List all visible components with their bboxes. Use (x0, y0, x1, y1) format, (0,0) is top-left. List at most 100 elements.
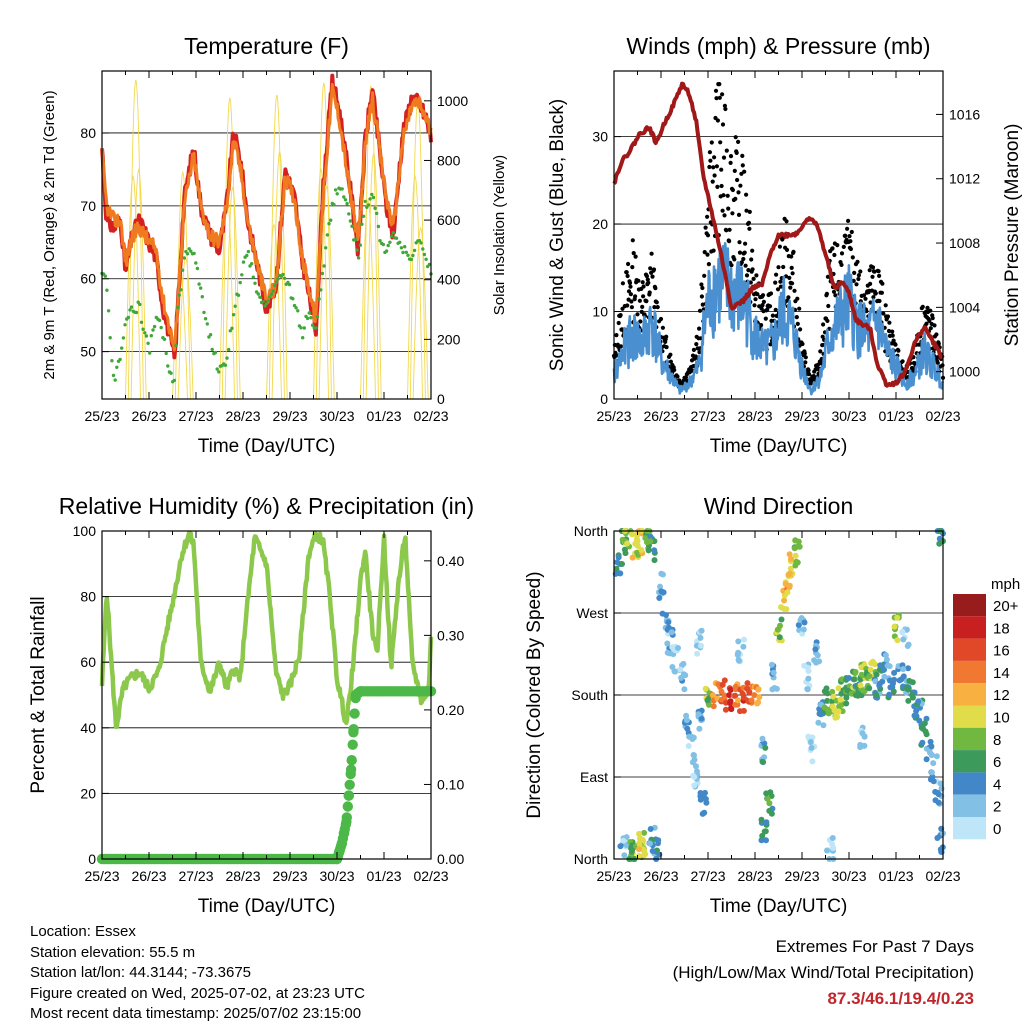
humidity-x-tick-label: 02/23 (413, 868, 448, 884)
dewpoint-point (329, 218, 333, 222)
gust-point (718, 140, 723, 145)
gust-point (730, 187, 736, 193)
temperature-x-tick-label: 02/23 (413, 408, 448, 424)
temperature-9m-line (100, 82, 433, 352)
direction-point (794, 559, 801, 566)
direction-point (651, 547, 658, 554)
direction-point (891, 669, 898, 676)
direction-point (788, 556, 794, 562)
dewpoint-point (314, 326, 318, 330)
gust-point (855, 259, 860, 264)
direction-point (641, 848, 648, 855)
solar-insolation-trace (221, 97, 238, 400)
dewpoint-point (164, 351, 168, 356)
direction-point (758, 816, 765, 823)
wind-direction-title: Wind Direction (704, 493, 854, 519)
direction-point (879, 678, 886, 685)
precipitation-point (347, 739, 358, 750)
gust-point (705, 214, 710, 219)
direction-point (691, 756, 698, 763)
dewpoint-point (199, 286, 203, 290)
gust-point (629, 305, 635, 310)
direction-point (694, 650, 701, 657)
gust-point (790, 281, 795, 286)
gust-point (852, 270, 857, 275)
dewpoint-point (202, 310, 206, 315)
direction-point (698, 642, 704, 649)
direction-point (857, 682, 864, 689)
temperature-y-axis-label: 2m & 9m T (Red, Orange) & 2m Td (Green) (41, 90, 58, 379)
temperature-y2-tick-label: 800 (437, 152, 461, 168)
temperature-panel: Temperature (F) Time (Day/UTC) 25/23 26/23 2… (41, 33, 508, 457)
direction-point (881, 673, 888, 680)
direction-point (909, 679, 916, 686)
humidity-y2-tick-label: 0.30 (437, 627, 464, 643)
gust-point (791, 249, 796, 254)
direction-point (672, 668, 678, 675)
direction-point (693, 763, 699, 770)
humidity-y-tick-label: 0 (88, 851, 96, 867)
gust-point (738, 183, 743, 188)
wind-direction-x-tick-label: 30/23 (831, 868, 866, 884)
gust-point (706, 262, 712, 267)
gust-point (660, 325, 666, 330)
wind-direction-y-tick-label: West (576, 605, 608, 621)
gust-point (740, 153, 745, 158)
direction-point (909, 691, 915, 698)
gust-point (707, 150, 713, 155)
gust-point (890, 329, 895, 334)
direction-point (809, 758, 816, 765)
dewpoint-point (399, 246, 404, 250)
legend-swatch (953, 772, 986, 795)
direction-point (698, 715, 705, 722)
dewpoint-point (113, 378, 117, 382)
dewpoint-point (291, 297, 295, 301)
gust-point (720, 122, 726, 127)
direction-point (756, 694, 763, 701)
humidity-y2-tick-label: 0.10 (437, 776, 464, 792)
legend-swatch (953, 794, 986, 817)
dewpoint-point (118, 357, 122, 362)
gust-point (711, 248, 716, 253)
direction-point (833, 714, 840, 721)
direction-point (850, 676, 857, 683)
gust-point (715, 184, 720, 189)
solar-insolation-trace (360, 198, 376, 400)
dewpoint-point (391, 231, 395, 235)
gust-point (654, 300, 659, 305)
dewpoint-point (309, 316, 313, 320)
gust-point (813, 367, 818, 372)
gust-point (854, 282, 859, 287)
winds-x-tick-label: 27/23 (690, 408, 725, 424)
gust-point (630, 265, 635, 270)
dewpoint-point (388, 240, 392, 244)
gust-point (727, 227, 732, 232)
legend-label: 16 (993, 643, 1010, 660)
direction-point (732, 683, 739, 690)
temperature-y-tick-label: 50 (80, 344, 96, 360)
temperature-y2-tick-label: 0 (437, 391, 445, 407)
direction-point (691, 774, 698, 780)
temperature-plot-area (102, 71, 431, 399)
winds-x-tick-label: 28/23 (737, 408, 772, 424)
gust-point (744, 208, 749, 213)
humidity-line (99, 530, 434, 729)
humidity-y2-tick-label: 0.00 (437, 851, 464, 867)
gust-point (741, 256, 746, 262)
gust-point (625, 303, 630, 308)
direction-point (838, 690, 845, 697)
direction-point (668, 629, 675, 636)
dewpoint-point (231, 313, 236, 317)
gust-point (723, 106, 728, 112)
winds-y2-tick-label: 1016 (949, 106, 980, 122)
direction-point (876, 682, 883, 689)
direction-point (873, 692, 880, 699)
direction-point (634, 532, 641, 539)
direction-point (884, 662, 891, 669)
direction-point (913, 708, 920, 714)
direction-point (683, 717, 690, 724)
direction-point (900, 673, 907, 680)
direction-point (657, 583, 663, 590)
gust-point (877, 298, 882, 304)
gust-point (806, 372, 812, 377)
